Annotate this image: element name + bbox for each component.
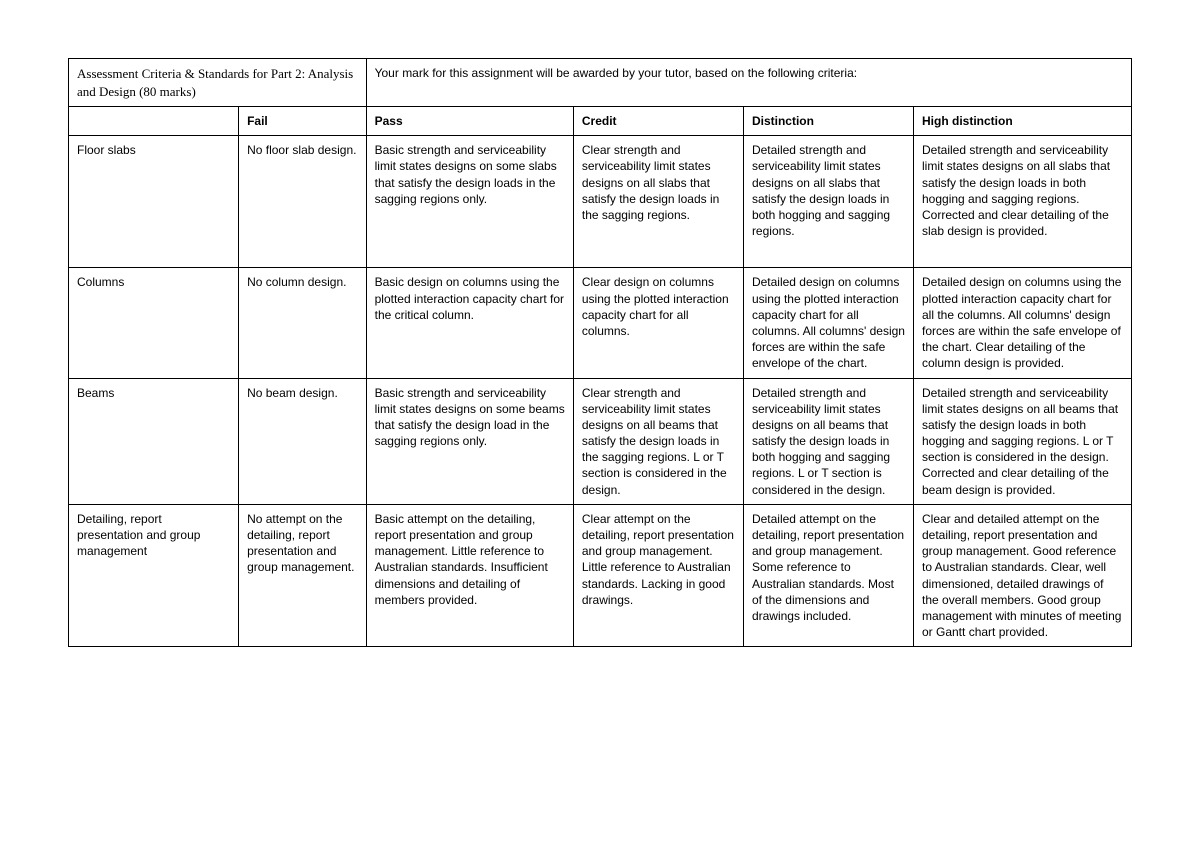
cell-pass: Basic design on columns using the plotte… (366, 268, 573, 378)
rubric-table: Assessment Criteria & Standards for Part… (68, 58, 1132, 647)
col-high-distinction: High distinction (914, 107, 1132, 136)
cell-fail: No attempt on the detailing, report pres… (239, 504, 367, 647)
cell-distinction: Detailed attempt on the detailing, repor… (743, 504, 913, 647)
cell-high-distinction: Detailed design on columns using the plo… (914, 268, 1132, 378)
cell-pass: Basic strength and serviceability limit … (366, 378, 573, 504)
cell-high-distinction: Clear and detailed attempt on the detail… (914, 504, 1132, 647)
header-left-cell: Assessment Criteria & Standards for Part… (69, 59, 367, 107)
header-row: Assessment Criteria & Standards for Part… (69, 59, 1132, 107)
cell-high-distinction: Detailed strength and serviceability lim… (914, 136, 1132, 268)
cell-pass: Basic attempt on the detailing, report p… (366, 504, 573, 647)
cell-high-distinction: Detailed strength and serviceability lim… (914, 378, 1132, 504)
col-credit: Credit (573, 107, 743, 136)
column-header-row: Fail Pass Credit Distinction High distin… (69, 107, 1132, 136)
cell-distinction: Detailed strength and serviceability lim… (743, 136, 913, 268)
table-row: Detailing, report presentation and group… (69, 504, 1132, 647)
cell-pass: Basic strength and serviceability limit … (366, 136, 573, 268)
cell-criterion: Columns (69, 268, 239, 378)
table-row: Beams No beam design. Basic strength and… (69, 378, 1132, 504)
cell-distinction: Detailed design on columns using the plo… (743, 268, 913, 378)
col-fail: Fail (239, 107, 367, 136)
col-pass: Pass (366, 107, 573, 136)
col-criterion (69, 107, 239, 136)
cell-distinction: Detailed strength and serviceability lim… (743, 378, 913, 504)
cell-credit: Clear strength and serviceability limit … (573, 136, 743, 268)
cell-credit: Clear attempt on the detailing, report p… (573, 504, 743, 647)
cell-credit: Clear strength and serviceability limit … (573, 378, 743, 504)
cell-fail: No beam design. (239, 378, 367, 504)
cell-fail: No floor slab design. (239, 136, 367, 268)
cell-fail: No column design. (239, 268, 367, 378)
col-distinction: Distinction (743, 107, 913, 136)
table-row: Columns No column design. Basic design o… (69, 268, 1132, 378)
header-right-cell: Your mark for this assignment will be aw… (366, 59, 1131, 107)
cell-credit: Clear design on columns using the plotte… (573, 268, 743, 378)
cell-criterion: Detailing, report presentation and group… (69, 504, 239, 647)
table-row: Floor slabs No floor slab design. Basic … (69, 136, 1132, 268)
cell-criterion: Beams (69, 378, 239, 504)
cell-criterion: Floor slabs (69, 136, 239, 268)
